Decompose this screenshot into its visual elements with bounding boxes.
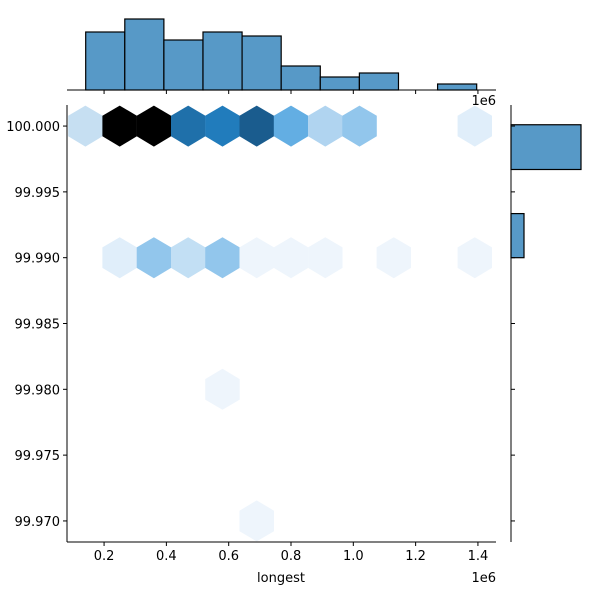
top-hist-bar [202, 31, 243, 91]
x-tick-label: 1.2 [405, 549, 426, 564]
top-hist-bar [241, 35, 282, 91]
y-tick-label: 99.970 [15, 515, 61, 530]
top-hist-bar [124, 18, 165, 91]
hex-bin [205, 105, 240, 147]
top-hist-bar [163, 39, 204, 91]
hex-bin [457, 237, 492, 279]
x-tick-label: 1.4 [468, 549, 489, 564]
hexbin-layer [68, 105, 492, 542]
y-tick-label: 99.995 [15, 186, 61, 201]
y-tick-label: 100.000 [6, 120, 60, 135]
axes: 0.2 0.4 0.6 0.8 1.0 1.2 1.4 100.000 99.995 99.990… [6, 90, 515, 564]
x-tick-label: 0.2 [94, 549, 115, 564]
right-hist-bar [510, 212, 525, 259]
top-hist-bar [436, 83, 478, 91]
top-hist-bar [319, 76, 360, 91]
y-tick-label: 99.985 [15, 318, 61, 333]
top-hist-bar [85, 31, 126, 91]
hex-bin [171, 237, 206, 279]
hex-bin [273, 237, 309, 279]
hex-bin [102, 237, 137, 279]
hex-bin [342, 105, 377, 147]
hex-bin [308, 237, 343, 279]
hex-bin [239, 237, 274, 279]
y-tick-label: 99.990 [15, 252, 61, 267]
hex-bin [205, 237, 240, 279]
y-tick-label: 99.975 [15, 449, 61, 464]
hex-bin [273, 105, 309, 147]
hex-bin [308, 105, 343, 147]
hex-bin [136, 105, 172, 147]
top-hist-bar [280, 65, 321, 91]
y-tick-label: 99.980 [15, 383, 61, 398]
right-hist-bar [510, 124, 582, 171]
hex-bin [205, 368, 240, 410]
hex-bin [376, 237, 411, 279]
x-tick-label: 0.6 [218, 549, 239, 564]
hex-bin [102, 105, 137, 147]
hex-bin [239, 500, 274, 542]
x-tick-label: 0.8 [281, 549, 302, 564]
hex-bin [171, 105, 206, 147]
hex-bin [239, 105, 274, 147]
top-hist-bar [358, 72, 400, 91]
top-x-offset-text: 1e6 [471, 94, 496, 109]
x-axis-label: longest [257, 571, 305, 586]
hex-bin [457, 105, 492, 147]
right-marginal-histogram [510, 105, 582, 542]
x-tick-label: 1.0 [343, 549, 364, 564]
top-marginal-histogram [67, 18, 496, 91]
x-tick-label: 0.4 [156, 549, 177, 564]
hex-bin [136, 237, 172, 279]
hex-bin [68, 105, 103, 147]
x-offset-text: 1e6 [471, 571, 496, 586]
